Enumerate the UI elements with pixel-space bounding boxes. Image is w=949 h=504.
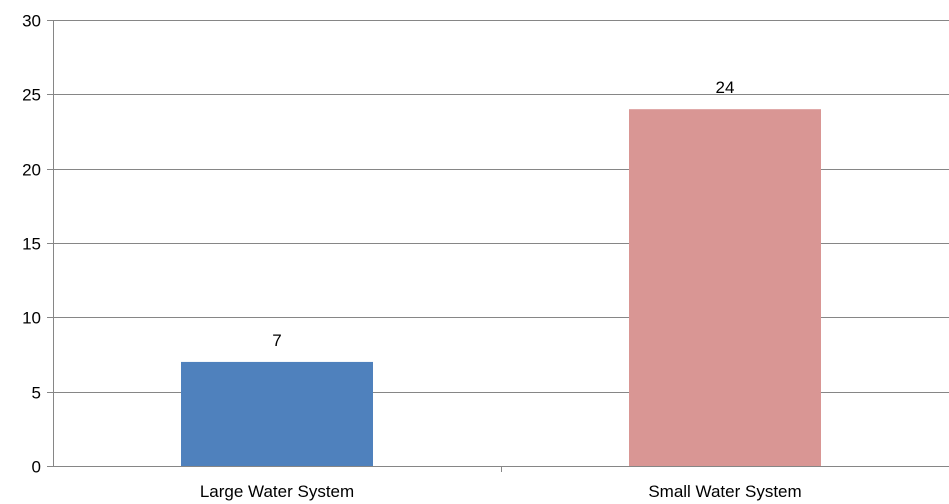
y-tick-label: 10: [22, 309, 41, 328]
y-tick-label: 25: [22, 86, 41, 105]
y-tick-label: 30: [22, 12, 41, 31]
data-label: 7: [272, 331, 281, 350]
bars: [181, 109, 821, 466]
labels: 0 5 10 15 20 25 30 7 Large Water System 24 Small W…: [22, 12, 802, 502]
y-tick-label: 5: [32, 384, 41, 403]
x-category-label: Small Water System: [648, 482, 801, 501]
bar-small-water-system: [629, 109, 821, 466]
bar-large-water-system: [181, 361, 373, 466]
axes: [47, 20, 949, 472]
x-category-label: Large Water System: [200, 482, 354, 501]
data-label: 24: [716, 78, 735, 97]
y-tick-label: 20: [22, 161, 41, 180]
y-tick-label: 0: [32, 458, 41, 477]
y-tick-label: 15: [22, 235, 41, 254]
